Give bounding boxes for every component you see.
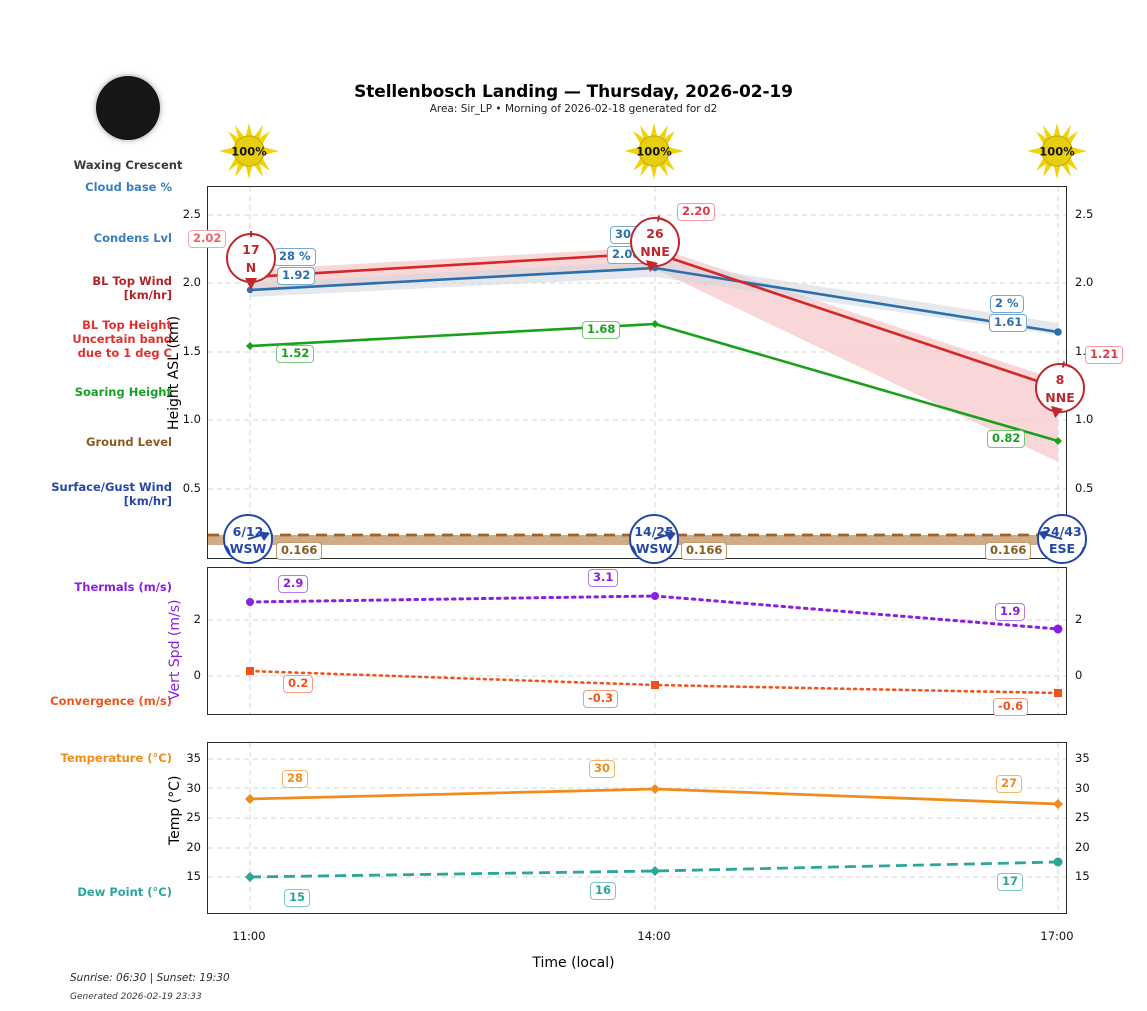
wind-speed: 6/12 xyxy=(233,524,264,539)
series-dew-point xyxy=(249,860,1059,879)
p2-ytick-left-1: 0 xyxy=(193,668,201,682)
bl-top-height-label-0: 2.02 xyxy=(188,230,227,248)
bl-top-height-label-1: 2.20 xyxy=(677,203,716,221)
p2-ytick-right-0: 2 xyxy=(1075,612,1083,626)
legend-cloud-base: Cloud base % xyxy=(85,180,172,194)
convergence-label-0: 0.2 xyxy=(283,675,314,693)
condens-lvl-label-2: 1.61 xyxy=(989,314,1028,332)
p3-ytick-left-2: 25 xyxy=(186,810,201,824)
dew-point-label-1: 16 xyxy=(590,882,617,900)
moon-phase-icon xyxy=(96,76,160,140)
convergence-label-1: -0.3 xyxy=(583,690,619,708)
legend-bl-top-height: BL Top Height Uncertain band due to 1 de… xyxy=(72,318,172,360)
p1-ytick-right-0: 2.5 xyxy=(1075,207,1094,221)
p1-ytick-right-4: 0.5 xyxy=(1075,481,1094,495)
p2-ytick-right-1: 0 xyxy=(1075,668,1083,682)
thermals-label-1: 3.1 xyxy=(588,569,619,587)
wind-speed: 8 xyxy=(1056,372,1065,387)
wind-speed: 14/25 xyxy=(634,524,673,539)
legend-temperature: Temperature (°C) xyxy=(60,751,172,765)
page-subtitle: Area: Sir_LP • Morning of 2026-02-18 gen… xyxy=(429,103,718,115)
wind-direction: NNE xyxy=(640,244,669,259)
p3-ytick-right-4: 15 xyxy=(1075,869,1090,883)
legend-thermals: Thermals (m/s) xyxy=(74,580,172,594)
p1-ytick-left-1: 2.0 xyxy=(182,275,201,289)
dew-point-label-0: 15 xyxy=(284,889,311,907)
generated-footer: Generated 2026-02-19 23:33 xyxy=(70,992,202,1002)
ground-level-label-1: 0.166 xyxy=(681,542,728,560)
legend-bl-top-wind: BL Top Wind [km/hr] xyxy=(92,274,172,302)
legend-condens-lvl: Condens Lvl xyxy=(93,231,172,245)
surface-wind-rose-2: 24/43 ESE xyxy=(1030,511,1092,567)
legend-soaring-height: Soaring Height xyxy=(74,385,172,399)
legend-dew-point: Dew Point (°C) xyxy=(77,885,172,899)
soaring-height-label-1: 1.68 xyxy=(582,321,621,339)
uncertainty-band xyxy=(250,247,1058,462)
bl-top-wind-rose-0: 17 N xyxy=(225,228,277,294)
sun-badge-label: 100% xyxy=(231,145,267,159)
soaring-height-label-0: 1.52 xyxy=(276,345,315,363)
wind-direction: ESE xyxy=(1049,541,1075,556)
p3-ytick-right-0: 35 xyxy=(1075,751,1090,765)
soaring-height-label-2: 0.82 xyxy=(987,430,1026,448)
wind-speed: 24/43 xyxy=(1042,524,1081,539)
xtick-2: 17:00 xyxy=(1040,929,1074,943)
sun-icon: 100% xyxy=(1027,123,1087,179)
p1-ytick-left-4: 0.5 xyxy=(182,481,201,495)
sun-icon: 100% xyxy=(219,123,279,179)
legend-surface-gust-wind: Surface/Gust Wind [km/hr] xyxy=(51,480,172,508)
sun-badge-label: 100% xyxy=(636,145,672,159)
xtick-1: 14:00 xyxy=(637,929,671,943)
ground-level-label-0: 0.166 xyxy=(276,542,323,560)
condens-lvl-label-0: 1.92 xyxy=(277,267,316,285)
wind-speed: 26 xyxy=(646,226,664,241)
temperature-label-2: 27 xyxy=(996,775,1023,793)
sun-badge-label: 100% xyxy=(1039,145,1075,159)
sun-times-footer: Sunrise: 06:30 | Sunset: 19:30 xyxy=(70,972,230,984)
cloud-base-pct-2: 2 % xyxy=(990,295,1024,313)
cloud-base-pct-0: 28 % xyxy=(274,248,316,266)
p3-ytick-right-2: 25 xyxy=(1075,810,1090,824)
p3-ytick-left-1: 30 xyxy=(186,781,201,795)
temperature-label-0: 28 xyxy=(282,770,309,788)
temperature-label-1: 30 xyxy=(589,760,616,778)
thermals-label-2: 1.9 xyxy=(995,603,1026,621)
bl-top-wind-rose-2: 8 NNE xyxy=(1034,358,1086,424)
xtick-0: 11:00 xyxy=(232,929,266,943)
p3-ytick-left-4: 15 xyxy=(186,869,201,883)
surface-wind-rose-1: 14/25 WSW xyxy=(628,511,690,567)
vert-spd-plot xyxy=(207,567,1067,715)
wind-speed: 17 xyxy=(242,242,259,257)
ground-level-label-2: 0.166 xyxy=(985,542,1032,560)
p3-ytick-left-3: 20 xyxy=(186,840,201,854)
surface-wind-rose-0: 6/12 WSW xyxy=(222,511,284,567)
x-axis-title: Time (local) xyxy=(532,955,615,971)
series-thermals xyxy=(248,594,1060,631)
page-title: Stellenbosch Landing — Thursday, 2026-02… xyxy=(354,82,793,102)
legend-ground-level: Ground Level xyxy=(86,435,172,449)
p1-ytick-left-0: 2.5 xyxy=(182,207,201,221)
wind-direction: WSW xyxy=(636,541,673,556)
wind-direction: N xyxy=(246,260,256,275)
p2-ytick-left-0: 2 xyxy=(193,612,201,626)
dew-point-label-2: 17 xyxy=(997,873,1024,891)
p1-ytick-left-2: 1.5 xyxy=(182,344,201,358)
legend-convergence: Convergence (m/s) xyxy=(50,694,172,708)
thermals-label-0: 2.9 xyxy=(278,575,309,593)
wind-direction: NNE xyxy=(1045,390,1074,405)
p3-ytick-right-1: 30 xyxy=(1075,781,1090,795)
wind-direction: WSW xyxy=(230,541,267,556)
moon-phase-label: Waxing Crescent xyxy=(73,158,183,172)
p1-ytick-right-3: 1.0 xyxy=(1075,412,1094,426)
p3-ytick-left-0: 35 xyxy=(186,751,201,765)
p1-ytick-left-3: 1.0 xyxy=(182,412,201,426)
convergence-label-2: -0.6 xyxy=(993,698,1029,716)
temperature-plot xyxy=(207,742,1067,914)
bl-top-wind-rose-1: 26 NNE xyxy=(629,212,681,278)
p3-ytick-right-3: 20 xyxy=(1075,840,1090,854)
p1-ytick-right-1: 2.0 xyxy=(1075,275,1094,289)
bl-top-height-label-2: 1.21 xyxy=(1085,346,1124,364)
sun-icon: 100% xyxy=(624,123,684,179)
